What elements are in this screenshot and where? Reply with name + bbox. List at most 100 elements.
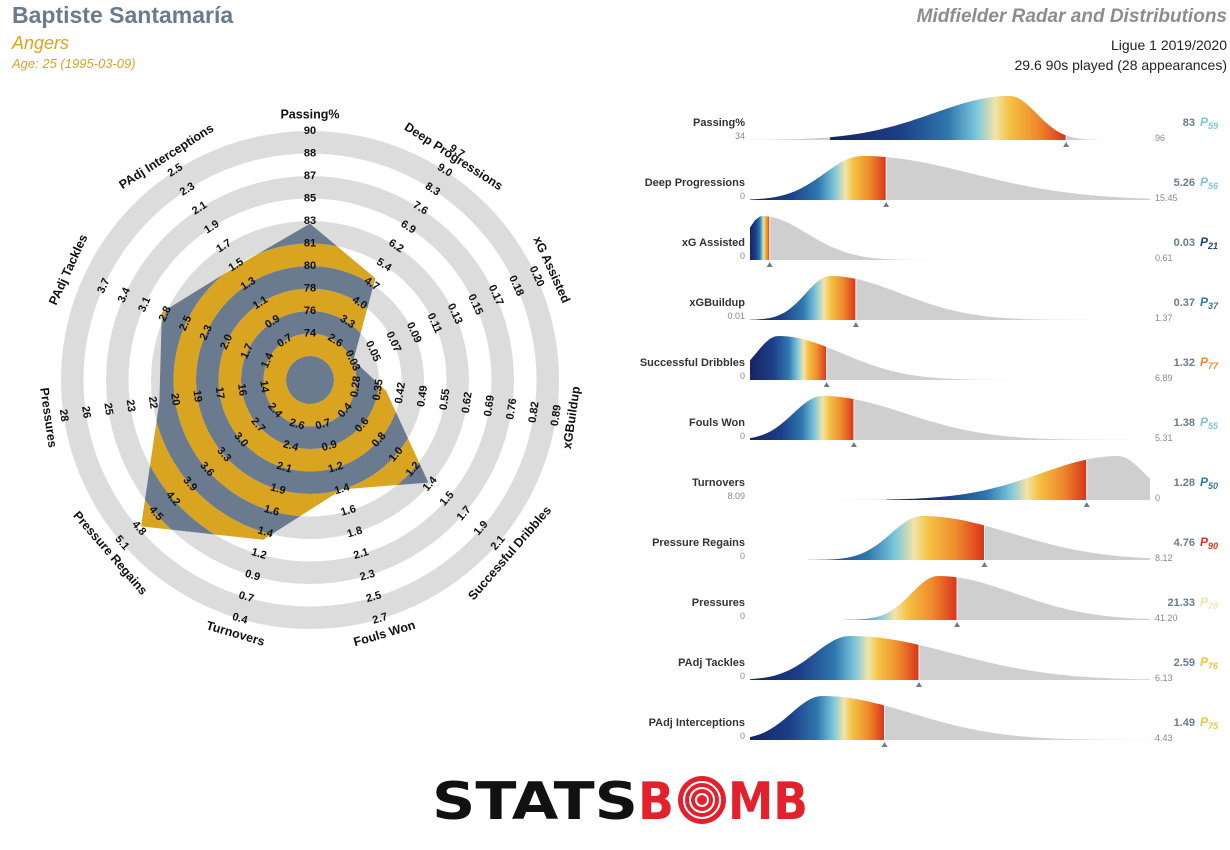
dist-metric-label: Fouls Won [689,417,745,429]
radar-axis-label: Passing% [280,107,339,121]
dist-value-marker [766,262,773,267]
dist-percentile-number: 59 [1208,121,1218,131]
radar-tick-label: 0.35 [371,378,386,401]
radar-tick-label: 2.6 [288,417,306,433]
dist-metric-label: Successful Dribbles [640,357,745,369]
radar-tick-label: 0.76 [504,398,519,421]
dist-min-label: 0 [740,551,745,561]
dist-percentile-number: 70 [1208,601,1218,611]
radar-tick-label: 1.9 [269,481,287,497]
dist-min-label: 8.09 [727,491,745,501]
logo-text-stats: STATS [432,772,638,828]
radar-tick-label: 85 [304,192,316,204]
dist-percentile-label: P90 [1200,535,1218,551]
radar-tick-label: 14 [257,380,271,395]
logo-text-mb: MB [728,772,808,828]
team-name: Angers [12,33,70,53]
player-name: Baptiste Santamaría [12,2,234,28]
dist-row: Pressures 0 41.20 21.33 P70 [692,576,1218,627]
radar-tick-label: 1.6 [263,503,281,519]
dist-value-label: 83 [1183,117,1195,129]
dist-row: Fouls Won 0 5.311.38 P55 [689,396,1219,447]
dist-value-marker [916,682,923,687]
dist-max-label: 1.37 [1155,313,1173,323]
dist-value-label: 21.33 [1167,597,1195,609]
dist-percentile-fill [750,216,770,260]
dist-value-marker [1083,502,1090,507]
dist-metric-label: Passing% [693,117,745,129]
radar-tick-label: 0.49 [415,385,430,408]
radar-tick-label: 2.7 [371,611,389,627]
dist-value-marker [852,322,859,327]
dist-metric-label: Pressure Regains [652,537,745,549]
radar-tick-label: 81 [304,237,316,249]
radar-tick-label: 1.8 [346,525,364,541]
radar-shape [141,223,429,540]
dist-percentile-fill [750,276,856,320]
dist-percentile-label: P21 [1200,235,1218,251]
radar-tick-label: 23 [124,399,138,413]
dist-percentile-number: 21 [1207,241,1218,251]
dist-percentile-label: P55 [1200,415,1219,431]
radar-tick-label: 2.0 [218,333,235,352]
radar-tick-label: 0.7 [237,589,255,605]
dist-metric-label: Pressures [692,597,745,609]
dist-min-label: 34 [735,131,745,141]
dist-value-label: 2.59 [1174,657,1195,669]
radar-tick-label: 2.5 [365,589,383,605]
league-season: Ligue 1 2019/2020 [1111,37,1227,53]
dist-max-label: 0.61 [1155,253,1173,263]
dist-percentile-fill [830,96,1067,140]
dist-percentile-label: P75 [1200,715,1219,731]
radar-tick-label: 74 [304,327,317,339]
dist-metric-label: PAdj Interceptions [649,717,745,729]
radar-tick-label: 3.7 [95,276,112,295]
dist-row: PAdj Tackles 0 6.132.59 P76 [678,636,1219,687]
radar-tick-label: 0.62 [460,391,475,414]
dist-min-label: 0 [740,671,745,681]
dist-percentile-label: P56 [1200,175,1219,191]
dist-metric-label: xGBuildup [689,297,745,309]
dist-percentile-fill [750,636,920,680]
dist-percentile-fill [750,336,827,380]
dist-max-label: 96 [1155,133,1165,143]
radar-tick-label: 26 [79,405,93,419]
dist-percentile-number: 90 [1208,541,1218,551]
radar-tick-label: 76 [304,305,316,317]
dist-percentile-label: P77 [1200,355,1219,371]
radar-tick-label: 2.1 [352,546,370,562]
minutes-played: 29.6 90s played (28 appearances) [1014,57,1227,73]
dist-percentile-fill [750,156,887,200]
dist-percentile-label: P70 [1200,595,1218,611]
radar-tick-label: 0.55 [438,388,453,411]
dist-max-label: 4.43 [1155,733,1173,743]
dist-row: xG Assisted 0 0.610.03 P21 [682,216,1218,267]
radar-tick-label: 2.5 [177,314,194,333]
radar-tick-label: 0.42 [393,382,408,405]
dist-percentile-fill [750,576,958,620]
radar-tick-label: 1.6 [339,503,357,519]
radar-tick-label: 0.7 [314,417,332,433]
dist-value-marker [1063,142,1070,147]
dist-value-label: 1.38 [1174,417,1195,429]
radar-tick-label: 0.82 [527,401,542,424]
radar-tick-label: 2.3 [358,568,376,584]
radar-tick-label: 3.1 [136,295,153,314]
dist-min-label: 0 [740,251,745,261]
radar-tick-label: 1.2 [250,546,268,562]
dist-row: xGBuildup 0.01 1.370.37 P37 [689,276,1219,327]
dist-percentile-number: 37 [1208,301,1219,311]
radar-tick-label: 88 [304,147,316,159]
radar-tick-label: 2.4 [282,438,301,454]
dist-percentile-number: 55 [1208,421,1219,431]
dist-row: Successful Dribbles 0 6.891.32 P77 [640,336,1219,387]
dist-percentile-label: P76 [1200,655,1219,671]
dist-row: Deep Progressions 0 15.45 5.26 P56 [645,156,1219,207]
dist-max-label: 41.20 [1155,613,1178,623]
dist-value-label: 1.49 [1174,717,1195,729]
radar-tick-label: 87 [304,170,316,182]
dist-max-label: 8.12 [1155,553,1173,563]
dist-area [750,336,1150,380]
radar-tick-label: 1.2 [327,460,345,476]
dist-row: Passing% 34 96 83 P59 [693,96,1218,147]
